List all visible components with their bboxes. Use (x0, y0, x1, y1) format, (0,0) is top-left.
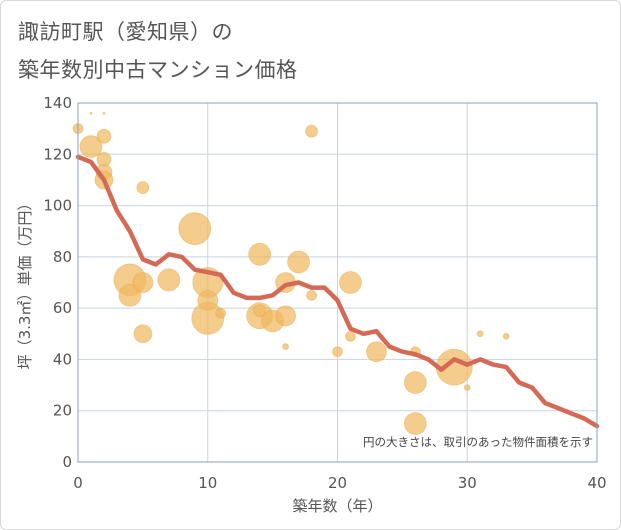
data-bubble (157, 268, 181, 292)
y-tick-label: 140 (43, 94, 72, 112)
trend-line-group (75, 154, 600, 429)
bubble-series (72, 111, 510, 435)
trend-line (75, 154, 600, 429)
chart-title-line1: 諏訪町駅（愛知県）の (18, 20, 233, 44)
y-tick-label: 40 (53, 350, 72, 368)
x-tick-labels: 0 10 20 30 40 (73, 474, 606, 492)
x-tick-label: 10 (198, 474, 217, 492)
data-bubble (79, 135, 103, 158)
data-bubble (89, 111, 93, 115)
data-bubble (96, 128, 112, 144)
data-bubble (133, 324, 153, 344)
data-bubble (403, 412, 427, 435)
data-bubble (248, 242, 272, 266)
data-bubble (287, 250, 310, 274)
x-tick-label: 30 (458, 474, 477, 492)
data-bubble (332, 346, 343, 358)
bubble-size-note: 円の大きさは、取引のあった物件面積を示す (363, 435, 593, 449)
data-bubble (132, 272, 154, 293)
data-bubble (306, 289, 317, 301)
x-tick-label: 0 (73, 474, 83, 492)
data-bubble (118, 283, 142, 307)
data-bubble (282, 343, 290, 351)
x-tick-label: 20 (328, 474, 347, 492)
y-tick-label: 120 (43, 145, 72, 163)
data-bubble (136, 181, 150, 195)
x-axis-label: 築年数（年） (292, 497, 382, 515)
chart-title-line2: 築年数別中古マンション価格 (18, 58, 298, 82)
data-bubble (476, 330, 484, 338)
y-tick-label: 80 (53, 248, 72, 266)
data-bubble (253, 304, 267, 318)
y-tick-label: 0 (62, 453, 72, 471)
data-bubble (339, 271, 362, 294)
y-tick-labels: 0 20 40 60 80 100 120 140 (43, 94, 72, 471)
data-bubble (178, 212, 212, 246)
data-bubble (345, 330, 356, 342)
data-bubble (275, 305, 297, 327)
data-bubble (191, 301, 225, 335)
y-tick-label: 20 (53, 402, 72, 420)
grid-lines (77, 102, 598, 463)
data-bubble (403, 371, 427, 394)
y-axis-label: 坪（3.3㎡）単価（万円） (16, 196, 34, 370)
data-bubble (502, 332, 510, 340)
y-tick-label: 60 (53, 299, 72, 317)
y-tick-label: 100 (43, 197, 72, 215)
data-bubble (366, 341, 387, 363)
data-bubble (215, 307, 227, 319)
x-tick-label: 40 (587, 474, 606, 492)
data-bubble (305, 124, 318, 138)
data-bubble (102, 111, 106, 115)
data-bubble (463, 384, 471, 392)
plot-border (77, 102, 598, 463)
